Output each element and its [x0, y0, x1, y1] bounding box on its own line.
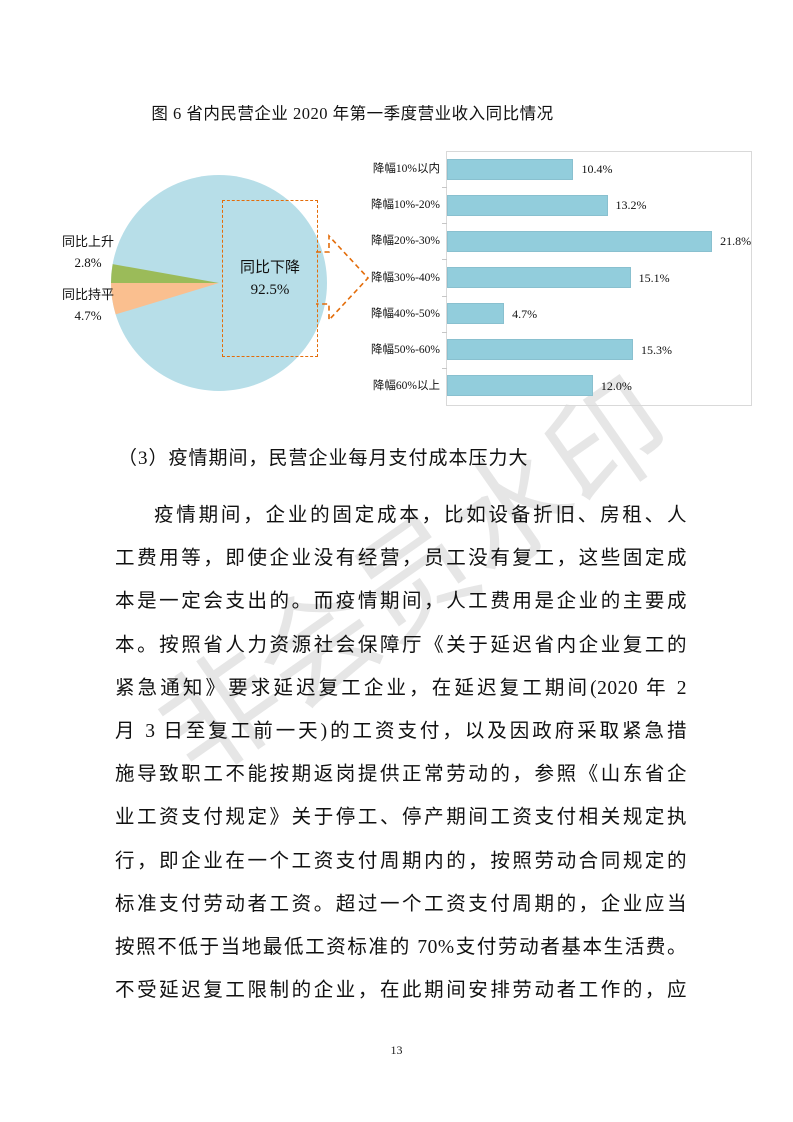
pie-label-flat: 同比持平 4.7% — [56, 284, 120, 326]
body-line: 本是一定会支出的。而疫情期间，人工费用是企业的主要成 — [115, 591, 687, 613]
body-line: 行，即企业在一个工资支付周期内的，按照劳动合同规定的 — [115, 850, 687, 872]
section-heading: （3）疫情期间，民营企业每月支付成本压力大 — [118, 448, 529, 469]
page-number: 13 — [390, 1043, 403, 1057]
axis-tick — [442, 367, 447, 369]
bar — [447, 194, 608, 216]
pie-label-up-value: 2.8% — [74, 255, 102, 270]
body-line: 业工资支付规定》关于停工、停产期间工资支付相关规定执 — [115, 807, 687, 829]
pie-callout-box: 同比下降 92.5% — [222, 200, 318, 357]
pie-slice-flat — [111, 283, 219, 315]
bar-category-label: 降幅50%-60% — [371, 343, 440, 356]
body-paragraph: 疫情期间，企业的固定成本，比如设备折旧、房租、人 工费用等，即使企业没有经营，员… — [115, 494, 687, 1012]
pie-label-up-name: 同比上升 — [61, 234, 114, 249]
body-line: 工费用等，即使企业没有经营，员工没有复工，这些固定成 — [115, 548, 687, 570]
bar-category-label: 降幅10%以内 — [372, 163, 440, 176]
bar — [447, 375, 593, 397]
bar — [447, 158, 574, 180]
body-line: 疫情期间，企业的固定成本，比如设备折旧、房租、人 — [154, 505, 687, 526]
bar-value-label: 12.0% — [600, 378, 632, 393]
bar-plot-area — [446, 151, 752, 406]
body-line: 月 3 日至复工前一天)的工资支付，以及因政府采取紧急措 — [115, 720, 687, 742]
pie-label-flat-value: 4.7% — [74, 308, 102, 323]
axis-tick — [442, 187, 447, 189]
bar-category-label: 降幅40%-50% — [371, 307, 440, 320]
bar-category-label: 降幅20%-30% — [371, 235, 440, 248]
body-line: 施导致职工不能按期返岗提供正常劳动的，参照《山东省企 — [115, 764, 687, 786]
bar — [447, 303, 505, 325]
axis-tick — [442, 223, 447, 225]
bar-value-label: 10.4% — [581, 162, 613, 177]
pie-chart — [111, 175, 327, 391]
body-line: 本。按照省人力资源社会保障厅《关于延迟省内企业复工的 — [115, 634, 687, 656]
bar-value-label: 15.1% — [638, 270, 670, 285]
bar-category-label: 降幅30%-40% — [371, 271, 440, 284]
axis-tick — [442, 259, 447, 261]
bar-value-label: 13.2% — [615, 198, 647, 213]
bar-value-label: 15.3% — [641, 342, 673, 357]
bar-category-label: 降幅60%以上 — [372, 379, 440, 392]
pie-label-up: 同比上升 2.8% — [56, 231, 120, 273]
body-line: 紧急通知》要求延迟复工企业，在延迟复工期间(2020 年 2 — [115, 677, 687, 699]
bar — [447, 230, 713, 252]
bar-chart: 降幅10%以内 10.4% 降幅10%-20% 13.2% 降幅20%-30% 21.8%… — [370, 145, 780, 415]
body-line: 不受延迟复工限制的企业，在此期间安排劳动者工作的，应 — [115, 980, 687, 1002]
pie-label-down-name: 同比下降 — [239, 259, 300, 276]
bar-value-label: 21.8% — [720, 234, 752, 249]
bar — [447, 339, 634, 361]
pie-slice-up — [111, 264, 219, 283]
figure-caption: 图 6 省内民营企业 2020 年第一季度营业收入同比情况 — [151, 104, 554, 123]
axis-tick — [442, 331, 447, 333]
callout-arrow-icon — [316, 233, 370, 323]
bar — [447, 266, 631, 288]
body-line: 按照不低于当地最低工资标准的 70%支付劳动者基本生活费。 — [115, 936, 687, 958]
pie-label-flat-name: 同比持平 — [61, 287, 114, 302]
axis-tick — [442, 295, 447, 297]
bar-category-label: 降幅10%-20% — [371, 199, 440, 212]
bar-value-label: 4.7% — [512, 306, 538, 321]
pie-label-down-value: 92.5% — [250, 281, 290, 298]
body-line: 标准支付劳动者工资。超过一个工资支付周期的，企业应当 — [115, 893, 687, 915]
